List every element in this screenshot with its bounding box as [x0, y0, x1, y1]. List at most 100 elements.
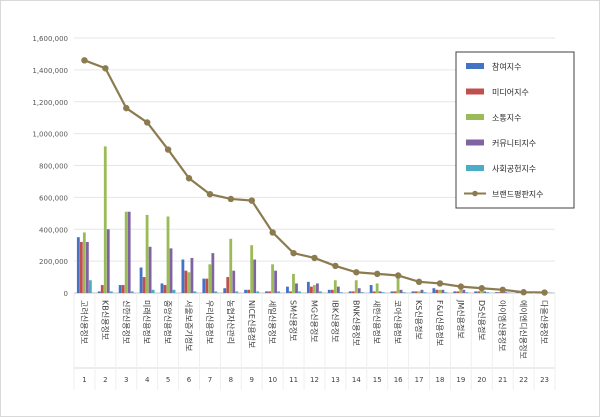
- bar: [151, 289, 155, 293]
- line-point: [248, 197, 255, 204]
- bar: [336, 286, 340, 293]
- bar: [271, 264, 274, 293]
- index-label: 1: [82, 376, 86, 384]
- bar: [333, 280, 337, 293]
- bar: [88, 280, 92, 293]
- bar: [477, 291, 481, 293]
- bar: [414, 291, 418, 293]
- bar: [124, 211, 128, 293]
- bar: [312, 285, 316, 293]
- bar: [166, 216, 170, 293]
- bar: [435, 289, 439, 293]
- bar: [351, 291, 355, 293]
- bar: [214, 291, 218, 293]
- bar: [169, 248, 173, 293]
- bar: [247, 289, 251, 293]
- bar: [76, 237, 80, 293]
- legend-label: 소통지수: [492, 114, 521, 123]
- y-tick-label: 1,600,000: [32, 35, 68, 43]
- index-label: 8: [229, 376, 233, 384]
- x-tick-label: 세일신용정보: [268, 300, 278, 344]
- legend-marker: [472, 190, 478, 197]
- bar: [97, 291, 101, 293]
- legend-label: 브랜드평판지수: [492, 189, 544, 199]
- line-point: [457, 283, 465, 290]
- line-point: [478, 285, 486, 292]
- bar: [193, 291, 197, 293]
- bar: [289, 291, 292, 293]
- bar: [399, 289, 403, 293]
- index-label: 17: [415, 376, 424, 384]
- bar: [211, 253, 215, 293]
- line-point: [164, 146, 172, 153]
- bar: [339, 292, 343, 293]
- y-tick-label: 1,000,000: [32, 131, 68, 139]
- bar: [498, 292, 502, 293]
- line-point: [436, 280, 444, 287]
- x-tick-label: BNK신용정보: [351, 300, 361, 346]
- index-label: 3: [124, 376, 128, 384]
- line-point: [541, 289, 548, 296]
- bar: [130, 291, 134, 293]
- bar: [474, 291, 478, 293]
- bar: [357, 288, 361, 293]
- bar: [360, 292, 364, 293]
- bar: [256, 291, 260, 293]
- x-tick-label: 에이엔디신용정보: [519, 300, 529, 359]
- line-point: [332, 262, 339, 270]
- bar: [226, 277, 230, 293]
- line-point: [102, 65, 109, 72]
- index-label: 16: [394, 376, 403, 384]
- bar: [420, 289, 424, 293]
- bar: [229, 238, 233, 293]
- x-tick-label: JM신용정보: [456, 299, 466, 339]
- bar: [244, 289, 248, 293]
- x-axis-categories: 고려신용정보 KB신용정보 신한신용정보 미래신용정보 중앙신용정보 서울보증기정보 우리신…: [79, 299, 549, 359]
- x-tick-label: 새한신용정보: [372, 300, 382, 344]
- bar: [306, 281, 310, 293]
- index-label: 2: [103, 376, 107, 384]
- legend-label: 참여지수: [492, 62, 521, 72]
- legend-box: [455, 51, 575, 209]
- y-tick-label: 0: [64, 290, 68, 298]
- index-label: 9: [250, 376, 254, 384]
- index-label: 10: [268, 376, 277, 384]
- index-label: 7: [208, 376, 212, 384]
- legend-swatch: [466, 114, 484, 120]
- bar: [444, 292, 448, 293]
- bar: [103, 146, 107, 293]
- y-tick-label: 1,400,000: [32, 67, 68, 75]
- index-label: 18: [436, 376, 445, 384]
- bar: [118, 285, 122, 293]
- bar: [235, 291, 239, 293]
- bar: [253, 259, 257, 293]
- bar: [265, 291, 268, 293]
- x-tick-label: KB신용정보: [100, 300, 110, 340]
- bar: [432, 288, 436, 293]
- x-tick-label: NICE신용정보: [247, 300, 257, 348]
- y-tick-label: 400,000: [39, 226, 68, 234]
- bar: [127, 211, 131, 293]
- x-tick-label: F&U신용정보: [435, 300, 445, 346]
- y-tick-label: 1,200,000: [32, 99, 68, 107]
- bar: [184, 270, 188, 293]
- bar: [163, 285, 167, 293]
- legend-label: 사회공헌지수: [492, 165, 536, 174]
- bar: [292, 273, 295, 293]
- bar: [148, 246, 152, 293]
- x-tick-label: 농협자산관리: [226, 300, 236, 344]
- line-point: [269, 229, 276, 236]
- bar: [402, 292, 406, 293]
- line-point: [206, 190, 214, 198]
- x-tick-label: 다올신용정보: [540, 300, 550, 344]
- bar: [205, 278, 209, 293]
- index-label: 21: [498, 376, 507, 384]
- index-label: 5: [166, 376, 170, 384]
- index-label: 4: [145, 376, 150, 384]
- bar: [298, 291, 301, 293]
- bar: [190, 257, 194, 293]
- x-tick-label: IBK신용정보: [330, 300, 340, 343]
- y-axis: 0 200,000 400,000 600,000 800,000 1,000,000 1,…: [32, 35, 68, 298]
